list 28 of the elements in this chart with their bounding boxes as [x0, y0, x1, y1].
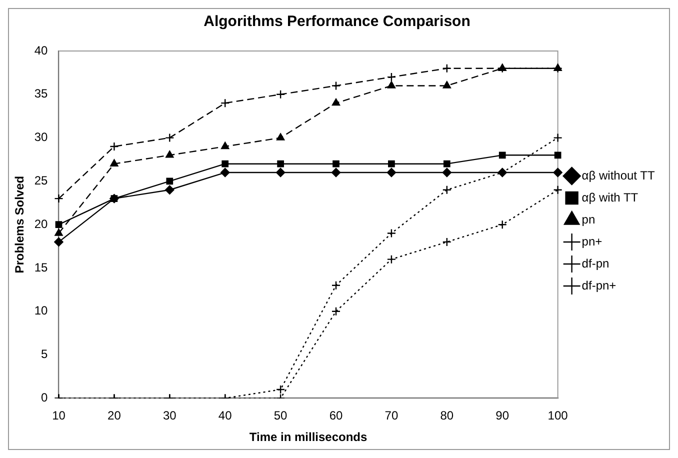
y-axis-title: Problems Solved: [12, 176, 27, 274]
x-tick-label: 70: [384, 408, 398, 423]
y-tick-label: 0: [41, 390, 48, 405]
y-tick-label: 20: [34, 216, 48, 231]
x-axis-title: Time in milliseconds: [249, 430, 368, 444]
x-tick-label: 40: [218, 408, 232, 423]
x-tick-label: 20: [108, 408, 122, 423]
legend-label: αβ without TT: [582, 168, 656, 182]
y-tick-label: 15: [34, 260, 48, 274]
chart-title: Algorithms Performance Comparison: [204, 13, 470, 30]
legend-label: pn+: [582, 234, 602, 248]
x-tick-label: 50: [274, 408, 288, 423]
x-tick-label: 100: [548, 408, 568, 423]
x-tick-label: 30: [162, 408, 177, 423]
y-tick-label: 5: [41, 347, 48, 362]
y-tick-label: 40: [34, 43, 48, 58]
legend-label: df-pn: [582, 256, 610, 270]
y-tick-label: 10: [34, 304, 48, 318]
x-tick-label: 80: [440, 408, 454, 423]
y-tick-label: 35: [34, 86, 48, 101]
legend-label: αβ with TT: [582, 190, 639, 204]
x-tick-label: 90: [496, 408, 510, 423]
y-tick-label: 25: [34, 174, 48, 188]
legend-label: pn: [582, 212, 596, 226]
y-tick-label: 30: [34, 130, 48, 144]
x-tick-label: 60: [329, 408, 343, 423]
x-tick-label: 10: [52, 408, 66, 423]
legend-label: df-pn+: [582, 278, 616, 292]
